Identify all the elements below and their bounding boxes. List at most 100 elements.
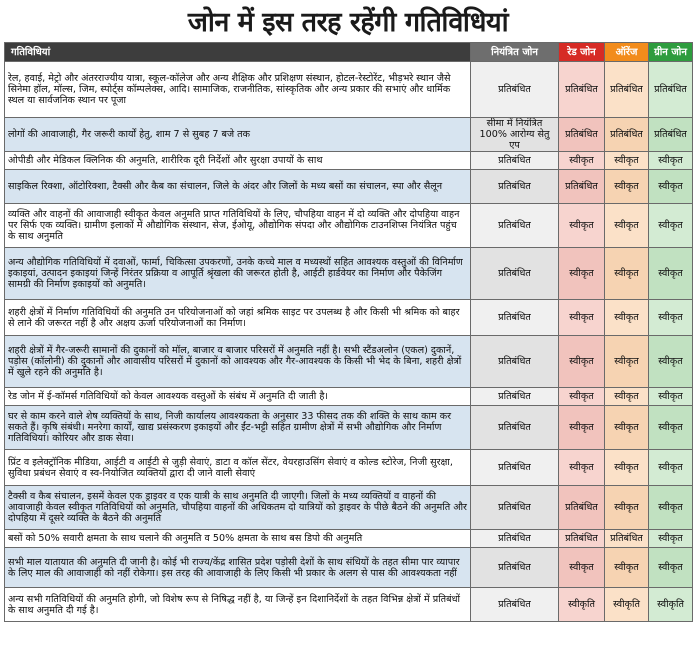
red-zone-status: स्वीकृत: [558, 335, 605, 388]
orange-zone-status: स्वीकृत: [604, 299, 649, 336]
red-zone-status: प्रतिबंधित: [558, 529, 605, 548]
red-zone-status: प्रतिबंधित: [558, 169, 605, 204]
activity-cell: अन्य औद्योगिक गतिविधियों में दवाओं, फार्…: [4, 247, 471, 300]
activity-cell: ओपीडी और मेडिकल क्लिनिक की अनुमति, शारीर…: [4, 151, 471, 170]
red-zone-status: प्रतिबंधित: [558, 61, 605, 118]
red-zone-status: स्वीकृत: [558, 151, 605, 170]
containment-zone-status: प्रतिबंधित: [470, 485, 559, 530]
containment-zone-status: प्रतिबंधित: [470, 151, 559, 170]
containment-zone-status: प्रतिबंधित: [470, 547, 559, 588]
red-zone-status: स्वीकृति: [558, 587, 605, 622]
red-zone-status: स्वीकृत: [558, 547, 605, 588]
orange-zone-status: स्वीकृत: [604, 547, 649, 588]
green-zone-status: प्रतिबंधित: [648, 117, 693, 152]
table-row: व्यक्ति और वाहनों की आवाजाही स्वीकृत केव…: [4, 203, 693, 248]
activity-cell: घर से काम करने वाले शेष व्यक्तियों के सा…: [4, 405, 471, 450]
containment-zone-status: प्रतिबंधित: [470, 449, 559, 486]
green-zone-status: स्वीकृत: [648, 151, 693, 170]
table-row: रेड जोन में ई-कॉमर्स गतिविधियों को केवल …: [4, 387, 693, 406]
red-zone-status: स्वीकृत: [558, 405, 605, 450]
orange-zone-status: स्वीकृत: [604, 485, 649, 530]
activity-cell: अन्य सभी गतिविधियों की अनुमति होगी, जो व…: [4, 587, 471, 622]
containment-zone-status: प्रतिबंधित: [470, 299, 559, 336]
activity-cell: साइकिल रिक्शा, ऑटोरिक्शा, टैक्सी और कैब …: [4, 169, 471, 204]
orange-zone-status: स्वीकृत: [604, 387, 649, 406]
green-zone-status: स्वीकृति: [648, 587, 693, 622]
activity-cell: शहरी क्षेत्रों में निर्माण गतिविधियों की…: [4, 299, 471, 336]
green-zone-status: स्वीकृत: [648, 169, 693, 204]
green-zone-status: स्वीकृत: [648, 247, 693, 300]
table-row: लोगों की आवाजाही, गैर जरूरी कार्यों हेतु…: [4, 117, 693, 152]
orange-zone-status: स्वीकृत: [604, 405, 649, 450]
green-zone-status: स्वीकृत: [648, 449, 693, 486]
orange-zone-status: स्वीकृत: [604, 151, 649, 170]
table-row: घर से काम करने वाले शेष व्यक्तियों के सा…: [4, 405, 693, 450]
red-zone-status: स्वीकृत: [558, 387, 605, 406]
containment-zone-status: प्रतिबंधित: [470, 203, 559, 248]
orange-zone-status: प्रतिबंधित: [604, 117, 649, 152]
activity-cell: सभी माल यातायात की अनुमति दी जानी है। को…: [4, 547, 471, 588]
containment-zone-status: प्रतिबंधित: [470, 405, 559, 450]
activity-cell: शहरी क्षेत्रों में गैर-जरूरी सामानों की …: [4, 335, 471, 388]
orange-zone-status: स्वीकृत: [604, 449, 649, 486]
orange-zone-status: स्वीकृत: [604, 203, 649, 248]
orange-zone-status: स्वीकृत: [604, 335, 649, 388]
header-green-zone: ग्रीन जोन: [648, 42, 693, 62]
green-zone-status: स्वीकृत: [648, 405, 693, 450]
table-row: अन्य सभी गतिविधियों की अनुमति होगी, जो व…: [4, 587, 693, 622]
activity-cell: टैक्सी व कैब संचालन, इसमें केवल एक ड्राइ…: [4, 485, 471, 530]
green-zone-status: स्वीकृत: [648, 485, 693, 530]
green-zone-status: स्वीकृत: [648, 387, 693, 406]
containment-zone-status: प्रतिबंधित: [470, 587, 559, 622]
green-zone-status: स्वीकृत: [648, 299, 693, 336]
orange-zone-status: स्वीकृत: [604, 169, 649, 204]
table-row: सभी माल यातायात की अनुमति दी जानी है। को…: [4, 547, 693, 588]
containment-zone-status: सीमा में नियंत्रित 100% आरोग्य सेतु एप: [470, 117, 559, 152]
table-row: टैक्सी व कैब संचालन, इसमें केवल एक ड्राइ…: [4, 485, 693, 530]
containment-zone-status: प्रतिबंधित: [470, 247, 559, 300]
table-row: शहरी क्षेत्रों में गैर-जरूरी सामानों की …: [4, 335, 693, 388]
green-zone-status: स्वीकृत: [648, 529, 693, 548]
table-row: शहरी क्षेत्रों में निर्माण गतिविधियों की…: [4, 299, 693, 336]
activity-cell: लोगों की आवाजाही, गैर जरूरी कार्यों हेतु…: [4, 117, 471, 152]
activity-cell: रेल, हवाई, मेट्रो और अंतरराज्यीय यात्रा,…: [4, 61, 471, 118]
zone-activities-table: गतिविधियां नियंत्रित जोन रेड जोन ऑरेंज ग…: [4, 42, 693, 622]
header-orange-zone: ऑरेंज: [604, 42, 649, 62]
containment-zone-status: प्रतिबंधित: [470, 335, 559, 388]
table-row: अन्य औद्योगिक गतिविधियों में दवाओं, फार्…: [4, 247, 693, 300]
green-zone-status: स्वीकृत: [648, 335, 693, 388]
table-row: प्रिंट व इलेक्ट्रॉनिक मीडिया, आईटी व आईट…: [4, 449, 693, 486]
activity-cell: व्यक्ति और वाहनों की आवाजाही स्वीकृत केव…: [4, 203, 471, 248]
red-zone-status: प्रतिबंधित: [558, 117, 605, 152]
red-zone-status: स्वीकृत: [558, 247, 605, 300]
page-title: जोन में इस तरह रहेंगी गतिविधियां: [187, 7, 509, 38]
table-row: ओपीडी और मेडिकल क्लिनिक की अनुमति, शारीर…: [4, 151, 693, 170]
activity-cell: बसों को 50% सवारी क्षमता के साथ चलाने की…: [4, 529, 471, 548]
containment-zone-status: प्रतिबंधित: [470, 61, 559, 118]
containment-zone-status: प्रतिबंधित: [470, 169, 559, 204]
red-zone-status: स्वीकृत: [558, 299, 605, 336]
header-containment-zone: नियंत्रित जोन: [470, 42, 559, 62]
orange-zone-status: प्रतिबंधित: [604, 529, 649, 548]
orange-zone-status: प्रतिबंधित: [604, 61, 649, 118]
header-activity: गतिविधियां: [4, 42, 471, 62]
red-zone-status: प्रतिबंधित: [558, 485, 605, 530]
orange-zone-status: स्वीकृत: [604, 247, 649, 300]
orange-zone-status: स्वीकृति: [604, 587, 649, 622]
red-zone-status: स्वीकृत: [558, 203, 605, 248]
containment-zone-status: प्रतिबंधित: [470, 387, 559, 406]
containment-zone-status: प्रतिबंधित: [470, 529, 559, 548]
table-row: बसों को 50% सवारी क्षमता के साथ चलाने की…: [4, 529, 693, 548]
green-zone-status: प्रतिबंधित: [648, 61, 693, 118]
green-zone-status: स्वीकृत: [648, 203, 693, 248]
table-row: रेल, हवाई, मेट्रो और अंतरराज्यीय यात्रा,…: [4, 61, 693, 118]
red-zone-status: स्वीकृत: [558, 449, 605, 486]
header-red-zone: रेड जोन: [558, 42, 605, 62]
green-zone-status: स्वीकृत: [648, 547, 693, 588]
activity-cell: प्रिंट व इलेक्ट्रॉनिक मीडिया, आईटी व आईट…: [4, 449, 471, 486]
table-row: साइकिल रिक्शा, ऑटोरिक्शा, टैक्सी और कैब …: [4, 169, 693, 204]
table-body: रेल, हवाई, मेट्रो और अंतरराज्यीय यात्रा,…: [4, 61, 693, 622]
activity-cell: रेड जोन में ई-कॉमर्स गतिविधियों को केवल …: [4, 387, 471, 406]
table-header-row: गतिविधियां नियंत्रित जोन रेड जोन ऑरेंज ग…: [4, 42, 693, 62]
